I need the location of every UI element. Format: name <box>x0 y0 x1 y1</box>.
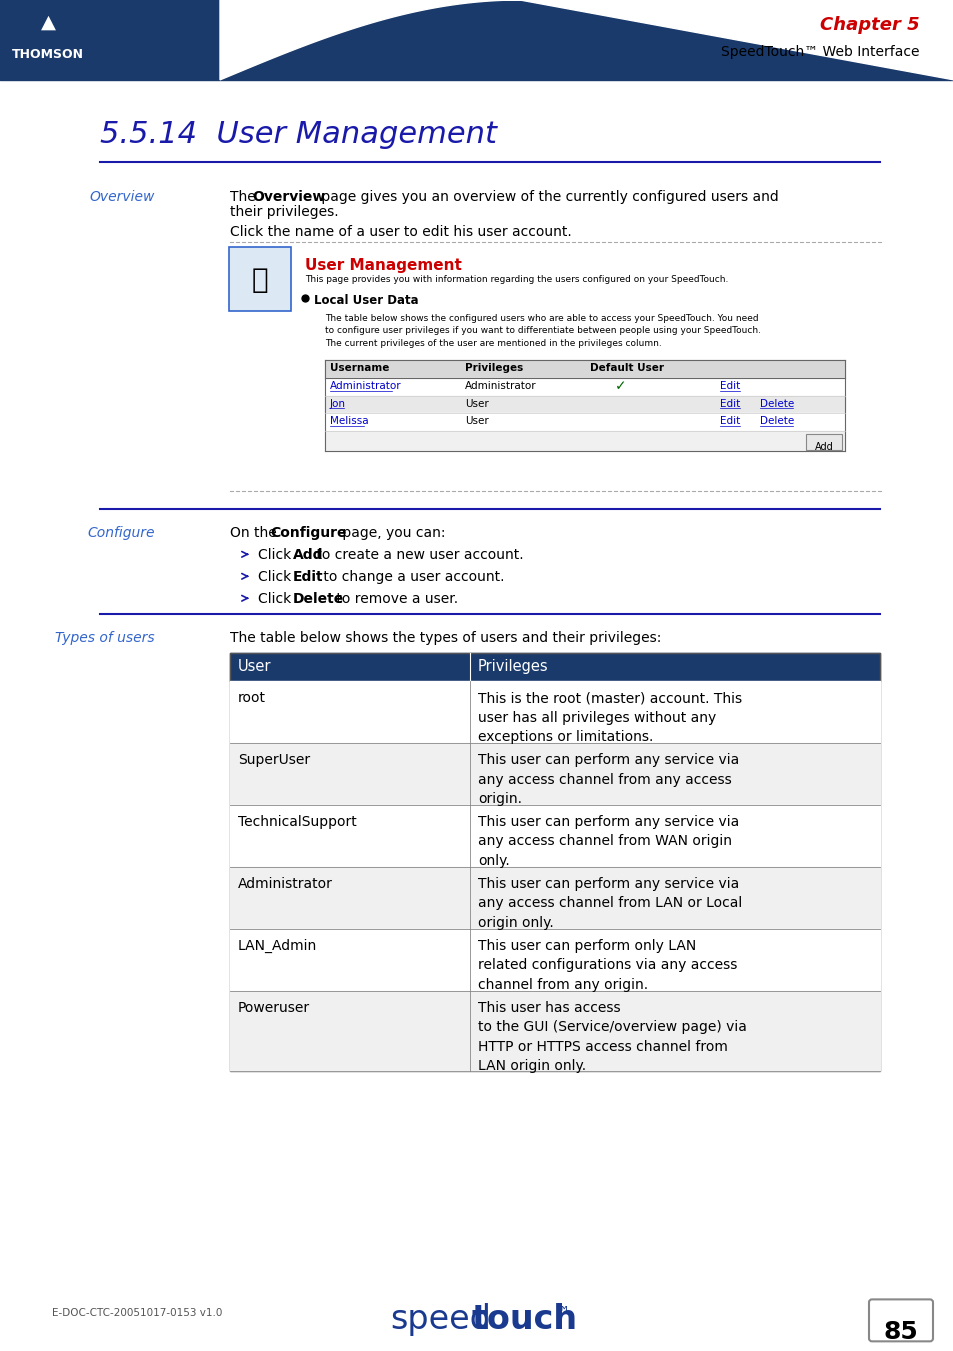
Text: Edit: Edit <box>720 416 740 427</box>
Text: ▲: ▲ <box>40 12 55 31</box>
Text: User: User <box>464 416 488 427</box>
Text: This page provides you with information regarding the users configured on your S: This page provides you with information … <box>305 274 727 284</box>
Text: This is the root (master) account. This
user has all privileges without any
exce: This is the root (master) account. This … <box>477 692 741 744</box>
Text: Click: Click <box>257 549 295 562</box>
Text: On the: On the <box>230 527 281 540</box>
Text: Username: Username <box>330 362 389 373</box>
Text: Configure: Configure <box>270 527 346 540</box>
Text: The table below shows the types of users and their privileges:: The table below shows the types of users… <box>230 631 660 646</box>
Text: Overview: Overview <box>90 189 154 204</box>
Text: 5.5.14  User Management: 5.5.14 User Management <box>100 120 497 150</box>
Text: ™: ™ <box>554 1304 570 1321</box>
Text: THOMSON: THOMSON <box>12 49 84 61</box>
Text: User: User <box>237 659 272 674</box>
Text: speed: speed <box>390 1304 491 1336</box>
Text: Delete: Delete <box>760 399 794 408</box>
Text: Edit: Edit <box>293 570 323 584</box>
Text: LAN_Admin: LAN_Admin <box>237 939 317 952</box>
Text: Administrator: Administrator <box>237 877 333 890</box>
Text: User: User <box>464 399 488 408</box>
Polygon shape <box>220 0 953 80</box>
Text: Administrator: Administrator <box>330 381 401 390</box>
Text: SuperUser: SuperUser <box>237 753 310 767</box>
Text: page, you can:: page, you can: <box>337 527 445 540</box>
Text: The table below shows the configured users who are able to access your SpeedTouc: The table below shows the configured use… <box>325 313 760 347</box>
Text: Poweruser: Poweruser <box>237 1001 310 1015</box>
Text: Add: Add <box>293 549 323 562</box>
Text: This user can perform any service via
any access channel from any access
origin.: This user can perform any service via an… <box>477 753 739 807</box>
Text: This user can perform any service via
any access channel from LAN or Local
origi: This user can perform any service via an… <box>477 877 741 929</box>
Text: Edit: Edit <box>720 381 740 390</box>
Text: Default User: Default User <box>589 362 663 373</box>
Text: Jon: Jon <box>330 399 346 408</box>
Text: Add: Add <box>814 442 833 453</box>
Text: Local User Data: Local User Data <box>314 293 418 307</box>
Text: page gives you an overview of the currently configured users and: page gives you an overview of the curren… <box>316 189 778 204</box>
Text: This user can perform any service via
any access channel from WAN origin
only.: This user can perform any service via an… <box>477 815 739 867</box>
Text: Types of users: Types of users <box>55 631 154 646</box>
Text: Configure: Configure <box>88 527 154 540</box>
Text: ✓: ✓ <box>615 380 626 393</box>
FancyBboxPatch shape <box>805 435 841 450</box>
Text: to create a new user account.: to create a new user account. <box>312 549 523 562</box>
Text: E-DOC-CTC-20051017-0153 v1.0: E-DOC-CTC-20051017-0153 v1.0 <box>52 1308 222 1319</box>
Text: Edit: Edit <box>720 399 740 408</box>
Text: TechnicalSupport: TechnicalSupport <box>237 815 356 830</box>
Text: Administrator: Administrator <box>464 381 536 390</box>
Text: This user has access
to the GUI (Service/overview page) via
HTTP or HTTPS access: This user has access to the GUI (Service… <box>477 1001 746 1073</box>
FancyBboxPatch shape <box>229 247 291 311</box>
Text: 85: 85 <box>882 1320 918 1344</box>
Text: Melissa: Melissa <box>330 416 368 427</box>
Text: their privileges.: their privileges. <box>230 205 338 219</box>
Text: This user can perform only LAN
related configurations via any access
channel fro: This user can perform only LAN related c… <box>477 939 737 992</box>
Text: Delete: Delete <box>293 592 344 607</box>
Text: User Management: User Management <box>305 258 461 273</box>
Text: Overview: Overview <box>252 189 325 204</box>
Text: Click: Click <box>257 570 295 584</box>
Text: to remove a user.: to remove a user. <box>332 592 457 607</box>
Text: SpeedTouch™ Web Interface: SpeedTouch™ Web Interface <box>720 45 919 59</box>
Text: Privileges: Privileges <box>464 362 522 373</box>
Text: Chapter 5: Chapter 5 <box>820 16 919 34</box>
Text: Click: Click <box>257 592 295 607</box>
Text: root: root <box>237 692 266 705</box>
Text: Privileges: Privileges <box>477 659 548 674</box>
Text: to change a user account.: to change a user account. <box>318 570 504 584</box>
FancyBboxPatch shape <box>868 1300 932 1342</box>
Bar <box>230 653 879 1071</box>
Text: The: The <box>230 189 260 204</box>
Text: Click the name of a user to edit his user account.: Click the name of a user to edit his use… <box>230 224 571 239</box>
Text: Delete: Delete <box>760 416 794 427</box>
Text: touch: touch <box>472 1304 578 1336</box>
Text: 👥: 👥 <box>252 266 268 293</box>
